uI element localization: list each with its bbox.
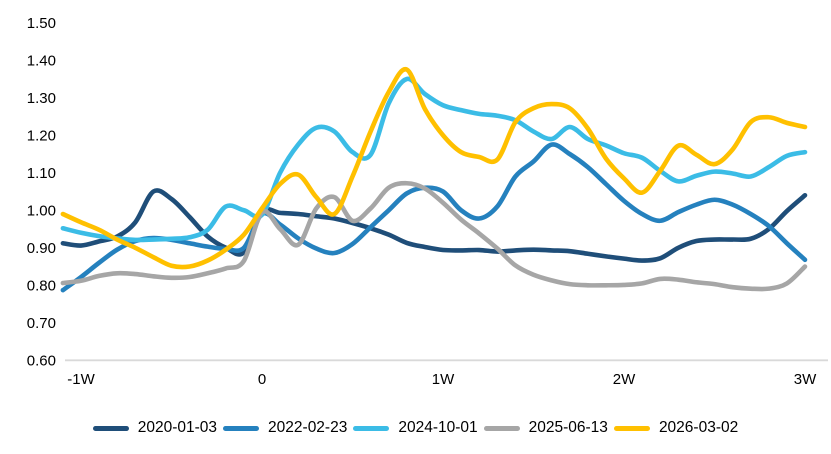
legend-item-2025-06-13: 2025-06-13: [483, 419, 608, 437]
y-tick-label: 1.30: [27, 90, 56, 107]
x-tick-label: -1W: [67, 371, 95, 388]
y-tick-label: 1.10: [27, 165, 56, 182]
legend-label: 2025-06-13: [528, 419, 608, 436]
legend-swatch-icon: [92, 425, 129, 431]
y-tick-label: 1.50: [27, 15, 56, 32]
line-2020-01-03: [60, 188, 808, 263]
legend-label: 2022-02-23: [268, 419, 348, 436]
legend-label: 2026-03-02: [658, 419, 739, 436]
legend-label: 2020-01-03: [137, 419, 218, 436]
line-2022-02-23: [60, 142, 808, 293]
legend-swatch-icon: [613, 425, 650, 431]
y-tick-label: 0.80: [27, 278, 56, 295]
legend-item-2024-10-01: 2024-10-01: [353, 419, 478, 437]
legend-swatch-icon: [353, 425, 390, 431]
line-2026-03-02: [60, 67, 808, 270]
x-tick-label: 0: [258, 371, 266, 388]
y-tick-label: 1.40: [27, 52, 56, 69]
line-2024-10-01: [60, 76, 808, 243]
y-tick-label: 0.90: [27, 240, 56, 257]
plot-area: 0.60 0.70 0.80 0.90 1.00 1.10 1.20 1.30 1.40 1.50…: [27, 15, 828, 388]
legend-item-2022-02-23: 2022-02-23: [223, 419, 347, 437]
legend-swatch-icon: [483, 425, 520, 431]
legend: 2020-01-03 2022-02-23 2024-10-01 2025-06-13…: [0, 413, 831, 443]
x-tick-label: 3W: [794, 371, 817, 388]
x-tick-label: 2W: [613, 371, 636, 388]
y-tick-label: 0.70: [27, 315, 56, 332]
legend-item-2026-03-02: 2026-03-02: [613, 419, 739, 437]
legend-swatch-icon: [223, 425, 260, 431]
y-tick-label: 1.00: [27, 203, 56, 220]
x-axis: -1W 0 1W 2W 3W: [67, 371, 817, 388]
legend-item-2020-01-03: 2020-01-03: [92, 419, 218, 437]
y-tick-label: 1.20: [27, 127, 56, 144]
legend-label: 2024-10-01: [398, 419, 478, 436]
y-axis: 0.60 0.70 0.80 0.90 1.00 1.10 1.20 1.30 1.40 1.50: [27, 15, 56, 370]
y-tick-label: 0.60: [27, 353, 56, 370]
line-2025-06-13: [60, 180, 808, 292]
x-tick-label: 1W: [432, 371, 455, 388]
